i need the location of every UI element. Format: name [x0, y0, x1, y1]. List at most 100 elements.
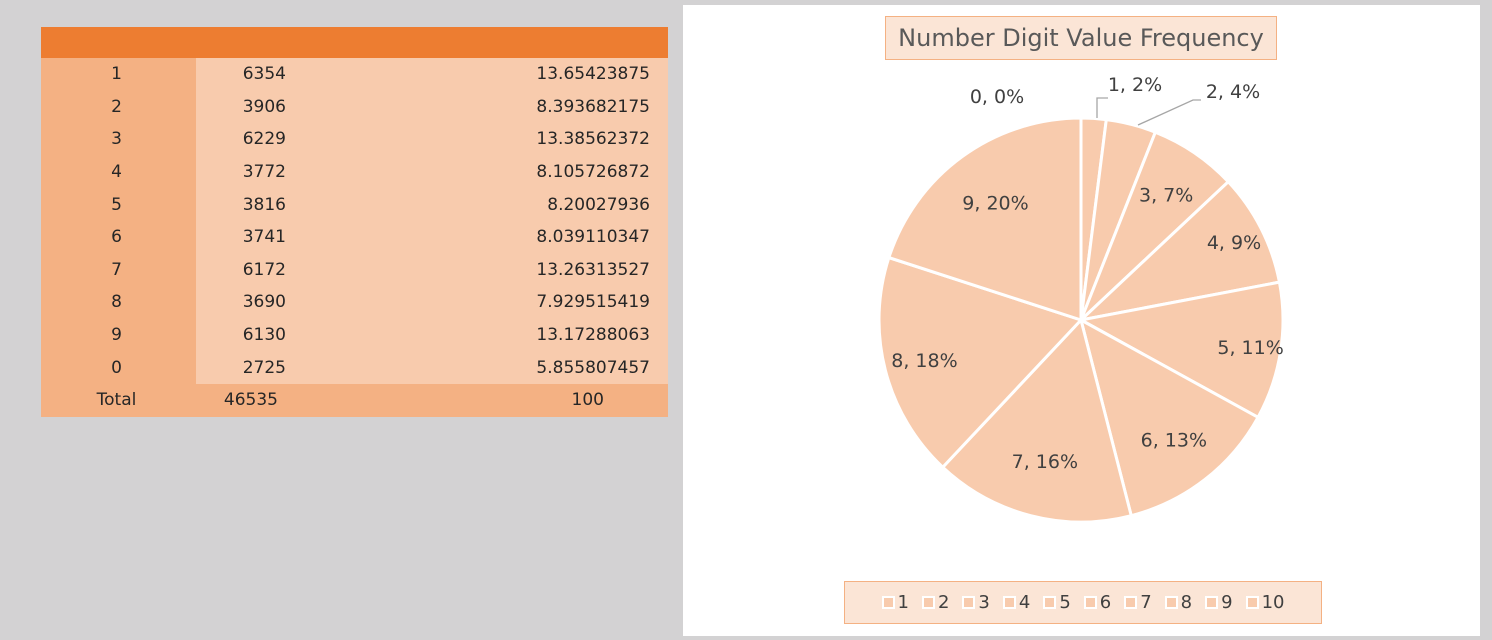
data-label-8: 7, 16%: [1012, 451, 1078, 473]
digit-cell: 3: [41, 123, 196, 156]
digit-cell: 9: [41, 318, 196, 352]
count-cell: 3906: [196, 90, 386, 124]
legend-item[interactable]: 6: [1083, 592, 1112, 613]
percent-cell: 13.65423875: [386, 58, 668, 91]
pie-chart-panel[interactable]: 0, 0% 1, 2% 2, 4% 3, 7% 4, 9% 5, 11% 6, 13% 7, …: [683, 5, 1480, 636]
total-row: Total 46535 100: [41, 383, 668, 417]
total-label: Total: [41, 383, 196, 417]
legend-label: 1: [897, 592, 909, 613]
table-row: 9 6130 13.17288063: [41, 318, 668, 352]
legend-item[interactable]: 10: [1245, 592, 1285, 613]
leader-line-1: [1096, 97, 1108, 118]
data-label-5: 4, 9%: [1207, 232, 1261, 254]
count-cell: 6130: [196, 318, 386, 352]
legend-swatch: [962, 596, 976, 609]
percent-cell: 7.929515419: [386, 286, 668, 319]
total-count: 46535: [196, 383, 386, 417]
table-row: 1 6354 13.65423875: [41, 58, 668, 91]
legend-label: 9: [1221, 592, 1233, 613]
digit-cell: 0: [41, 351, 196, 384]
header-cell: [386, 27, 668, 58]
digit-cell: 7: [41, 253, 196, 287]
legend-item[interactable]: 1: [881, 592, 909, 613]
count-cell: 3816: [196, 188, 386, 221]
legend-swatch: [1124, 596, 1138, 609]
chart-legend: 1 2 3 4 5 6 7 8 9 10: [844, 581, 1322, 624]
pie-slice-6[interactable]: [1076, 280, 1285, 420]
count-cell: 6172: [196, 253, 386, 287]
digit-cell: 1: [41, 58, 196, 91]
data-label-6: 5, 11%: [1217, 337, 1283, 359]
data-label-4: 3, 7%: [1139, 185, 1193, 207]
data-label-2: 1, 2%: [1108, 74, 1162, 96]
legend-label: 5: [1059, 592, 1071, 613]
legend-item[interactable]: 8: [1164, 592, 1193, 613]
percent-cell: 13.26313527: [386, 253, 668, 287]
data-label-9: 8, 18%: [891, 350, 957, 372]
legend-label: 3: [978, 592, 990, 613]
total-percent: 100: [386, 383, 668, 417]
legend-label: 8: [1180, 592, 1193, 613]
table-header-row: [41, 27, 668, 58]
count-cell: 3772: [196, 155, 386, 189]
legend-swatch: [1205, 596, 1219, 609]
legend-label: 10: [1261, 592, 1285, 613]
table-row: 4 3772 8.105726872: [41, 155, 668, 189]
percent-cell: 13.17288063: [386, 318, 668, 352]
digit-cell: 6: [41, 220, 196, 254]
percent-cell: 5.855807457: [386, 351, 668, 384]
legend-swatch: [1043, 596, 1057, 609]
legend-swatch: [1164, 596, 1178, 609]
data-label-10: 9, 20%: [962, 192, 1028, 214]
count-cell: 3690: [196, 286, 386, 319]
legend-item[interactable]: 9: [1205, 592, 1233, 613]
legend-item[interactable]: 5: [1043, 592, 1071, 613]
count-cell: 6354: [196, 58, 386, 91]
legend-item[interactable]: 3: [962, 592, 990, 613]
table-row: 0 2725 5.855807457: [41, 351, 668, 384]
digit-cell: 4: [41, 155, 196, 189]
percent-cell: 8.105726872: [386, 155, 668, 189]
legend-swatch: [881, 596, 895, 609]
legend-label: 4: [1018, 592, 1031, 613]
chart-title: Number Digit Value Frequency: [885, 16, 1277, 60]
table-row: 2 3906 8.393682175: [41, 90, 668, 124]
legend-item[interactable]: 7: [1124, 592, 1152, 613]
header-cell: [41, 27, 196, 58]
table-row: 8 3690 7.929515419: [41, 286, 668, 319]
leader-line-2: [1137, 99, 1201, 126]
frequency-table: 1 6354 13.65423875 2 3906 8.393682175 3 6229 13.…: [41, 27, 668, 417]
pie-chart: 0, 0% 1, 2% 2, 4% 3, 7% 4, 9% 5, 11% 6, 13% 7, …: [877, 74, 1285, 524]
digit-cell: 5: [41, 188, 196, 221]
header-cell: [196, 27, 386, 58]
legend-label: 6: [1099, 592, 1112, 613]
data-label-1: 0, 0%: [970, 86, 1024, 108]
digit-cell: 8: [41, 286, 196, 319]
percent-cell: 8.039110347: [386, 220, 668, 254]
legend-label: 7: [1140, 592, 1152, 613]
pie-slice-7[interactable]: [1078, 317, 1261, 518]
legend-item[interactable]: 2: [921, 592, 950, 613]
legend-item[interactable]: 4: [1002, 592, 1031, 613]
table-row: 3 6229 13.38562372: [41, 123, 668, 156]
table-row: 5 3816 8.20027936: [41, 188, 668, 221]
percent-cell: 8.20027936: [386, 188, 668, 221]
data-label-7: 6, 13%: [1141, 430, 1207, 452]
legend-swatch: [1083, 596, 1097, 609]
count-cell: 3741: [196, 220, 386, 254]
pie-slice-9[interactable]: [877, 255, 1084, 470]
percent-cell: 8.393682175: [386, 90, 668, 124]
pie-slice-5[interactable]: [1076, 179, 1282, 323]
digit-cell: 2: [41, 90, 196, 124]
pie-slice-10[interactable]: [886, 116, 1083, 323]
data-label-3: 2, 4%: [1206, 81, 1260, 103]
table-row: 6 3741 8.039110347: [41, 220, 668, 254]
pie-slice-8[interactable]: [940, 316, 1134, 524]
legend-swatch: [921, 596, 935, 609]
legend-swatch: [1002, 596, 1016, 609]
legend-swatch: [1245, 596, 1259, 609]
percent-cell: 13.38562372: [386, 123, 668, 156]
count-cell: 2725: [196, 351, 386, 384]
legend-label: 2: [937, 592, 950, 613]
count-cell: 6229: [196, 123, 386, 156]
